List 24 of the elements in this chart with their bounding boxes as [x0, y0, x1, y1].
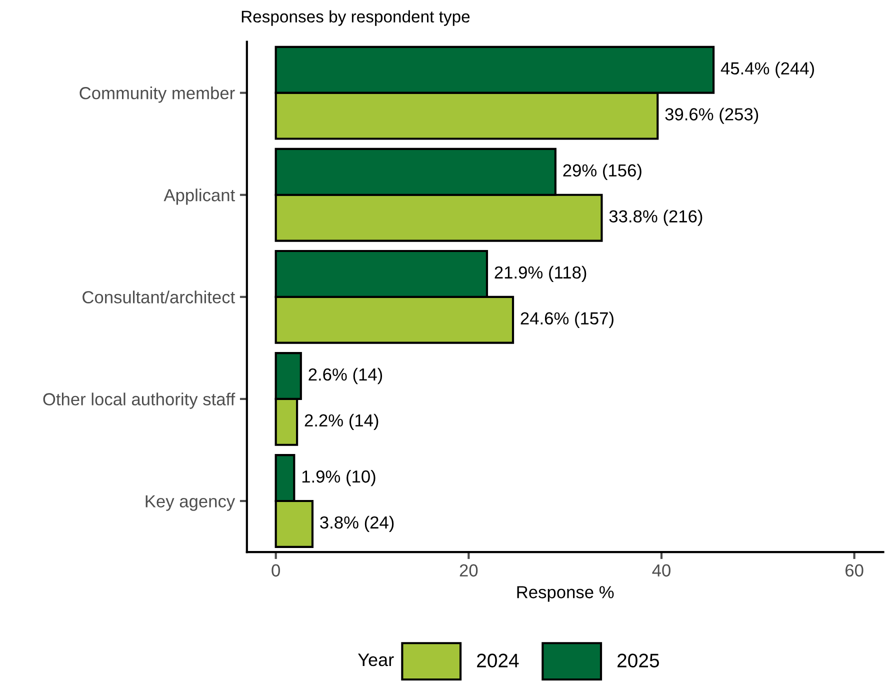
y-tick-label: Consultant/architect [82, 290, 235, 304]
data-label: 2.2% (14) [304, 414, 378, 430]
data-label: 21.9% (118) [494, 266, 586, 282]
legend-title: Year [358, 654, 394, 666]
chart-title: Responses by respondent type [242, 10, 470, 26]
data-label: 1.9% (10) [302, 470, 376, 486]
x-axis-title: Response % [517, 586, 614, 602]
y-tick-label: Other local authority staff [43, 392, 236, 409]
data-label: 33.8% (216) [609, 210, 702, 226]
data-label: 24.6% (157) [520, 312, 614, 328]
y-tick-label: Key agency [146, 495, 236, 511]
legend-label: 2025 [618, 654, 659, 668]
x-tick-label: 60 [846, 564, 864, 577]
x-tick-label: 20 [460, 564, 478, 577]
x-tick-label: 0 [272, 564, 280, 577]
y-tick-label: Community member [80, 86, 235, 103]
data-label: 29% (156) [563, 164, 642, 180]
data-label: 45.4% (244) [720, 62, 814, 78]
data-label: 39.6% (253) [665, 108, 758, 124]
legend-label: 2024 [477, 654, 519, 668]
data-label: 3.8% (24) [320, 516, 394, 532]
data-label: 2.6% (14) [308, 368, 382, 384]
x-tick-label: 40 [652, 564, 670, 577]
y-tick-label: Applicant [164, 188, 235, 205]
